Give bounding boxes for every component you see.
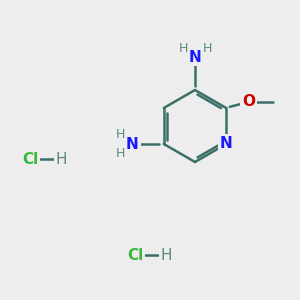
Text: H: H <box>179 41 188 55</box>
Text: O: O <box>242 94 255 110</box>
Text: H: H <box>116 147 126 160</box>
Text: Cl: Cl <box>127 248 143 262</box>
Text: H: H <box>161 248 172 262</box>
Text: H: H <box>116 128 126 141</box>
Text: H: H <box>56 152 67 166</box>
Text: N: N <box>126 136 139 152</box>
Text: N: N <box>189 50 201 64</box>
Text: N: N <box>220 136 233 152</box>
Text: Cl: Cl <box>22 152 38 166</box>
Text: H: H <box>203 41 212 55</box>
